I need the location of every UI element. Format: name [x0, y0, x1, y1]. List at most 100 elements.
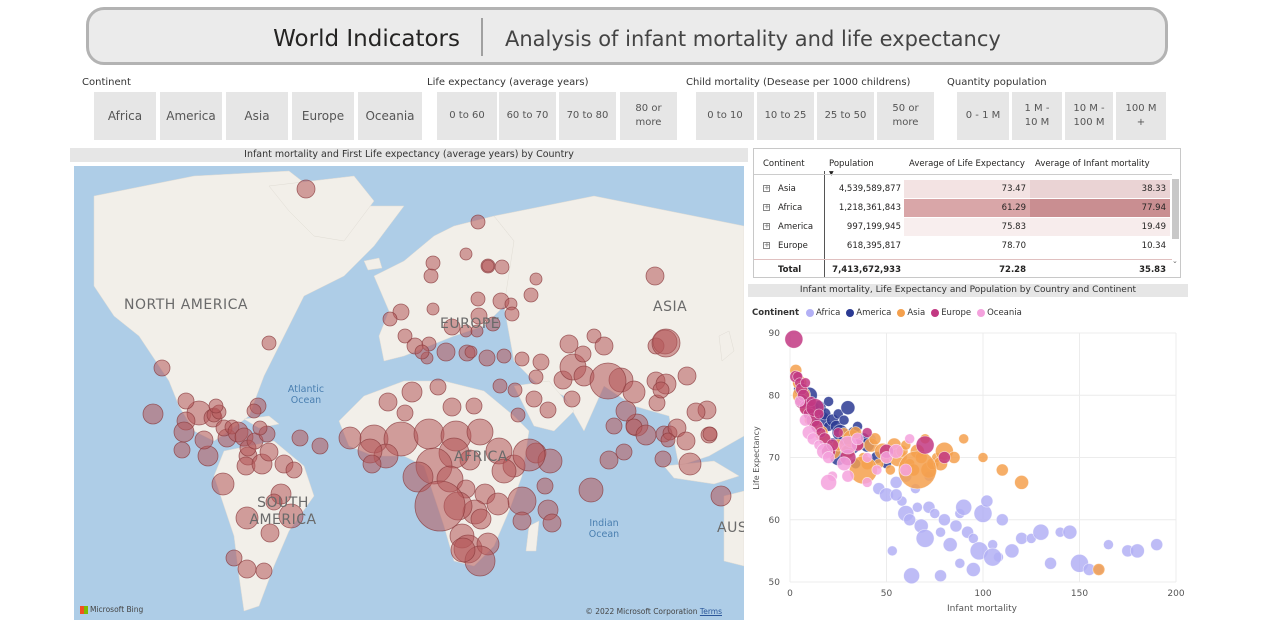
map-bubble[interactable] [423, 268, 439, 284]
scatter-point-africa[interactable] [1103, 539, 1114, 550]
map-bubble[interactable] [523, 287, 539, 303]
map-bubble[interactable] [450, 537, 476, 563]
expand-icon[interactable]: + [763, 184, 770, 192]
scatter-point-oceania[interactable] [822, 451, 835, 464]
map-bubble[interactable] [194, 430, 214, 450]
map-bubble[interactable] [392, 303, 410, 321]
scatter-point-africa[interactable] [903, 513, 917, 527]
map-bubble[interactable] [599, 450, 619, 470]
map-bubble[interactable] [485, 316, 501, 332]
map-bubble[interactable] [578, 477, 604, 503]
map-bubble[interactable] [260, 523, 280, 543]
map-bubble[interactable] [466, 418, 494, 446]
scatter-point-europe[interactable] [861, 427, 873, 438]
table-row[interactable]: + Africa 1,218,361,843 61.29 77.94 [754, 199, 1172, 217]
map-bubble[interactable] [208, 398, 224, 414]
scatter-point-asia[interactable] [977, 452, 989, 463]
map-bubble[interactable] [563, 390, 581, 408]
scatter-point-oceania[interactable] [820, 474, 837, 491]
slicer-continent-oceania[interactable]: Oceania [358, 92, 422, 140]
map-bubble[interactable] [514, 351, 530, 367]
map-bubble[interactable] [235, 506, 259, 530]
scatter-point-africa[interactable] [955, 498, 973, 516]
scatter-point-europe[interactable] [832, 427, 844, 438]
map-bubble[interactable] [478, 349, 496, 367]
map-bubble[interactable] [197, 445, 219, 467]
col-header-continent[interactable]: Continent [763, 159, 805, 169]
scatter-point-asia[interactable] [885, 464, 896, 476]
map-bubble[interactable] [677, 366, 697, 386]
map-bubble[interactable] [492, 378, 508, 394]
map-bubble[interactable] [470, 508, 492, 530]
map-bubble[interactable] [559, 334, 579, 354]
scatter-point-africa[interactable] [1004, 543, 1020, 559]
map-bubble[interactable] [443, 318, 461, 336]
map-bubble[interactable] [574, 345, 592, 363]
scatter-point-europe[interactable] [784, 329, 804, 349]
map-bubble[interactable] [615, 443, 633, 461]
map-bubble[interactable] [594, 336, 614, 356]
scatter-point-america[interactable] [840, 400, 856, 416]
map-bubble[interactable] [402, 461, 434, 493]
scatter-point-europe[interactable] [800, 377, 811, 389]
map-bubble[interactable] [401, 381, 423, 403]
map-bubble[interactable] [142, 403, 164, 425]
map-bubble[interactable] [481, 259, 495, 273]
scatter-point-oceania[interactable] [836, 456, 852, 472]
map-bubble[interactable] [470, 291, 486, 307]
terms-link[interactable]: Terms [699, 607, 722, 616]
map-bubble[interactable] [470, 214, 486, 230]
scatter-point-asia[interactable] [995, 463, 1009, 477]
map-bubble[interactable] [525, 390, 543, 408]
slicer-mortality-0-10[interactable]: 0 to 10 [696, 92, 754, 140]
slicer-continent-asia[interactable]: Asia [226, 92, 288, 140]
map-bubble[interactable] [311, 437, 329, 455]
scatter-point-oceania[interactable] [861, 477, 873, 488]
map-bubble[interactable] [291, 429, 309, 447]
legend-item-asia[interactable]: Asia [897, 308, 925, 318]
map-bubble[interactable] [676, 431, 696, 451]
scatter-point-africa[interactable] [938, 513, 951, 527]
map-bubble[interactable] [542, 513, 562, 533]
map-bubble[interactable] [225, 549, 243, 567]
scatter-point-africa[interactable] [903, 567, 920, 585]
scatter-point-africa[interactable] [954, 557, 966, 569]
map-bubble[interactable] [710, 485, 732, 507]
map-bubble[interactable] [486, 492, 510, 516]
slicer-continent-america[interactable]: America [160, 92, 222, 140]
scatter-point-africa[interactable] [968, 533, 979, 544]
table-row[interactable]: + Europe 618,395,817 78.70 10.34 [754, 237, 1172, 255]
scatter-point-africa[interactable] [980, 494, 994, 508]
scatter-point-oceania[interactable] [851, 432, 864, 446]
scatter-point-africa[interactable] [889, 476, 903, 489]
slicer-life-70-80[interactable]: 70 to 80 [559, 92, 616, 140]
expand-icon[interactable]: + [763, 203, 770, 211]
map-bubble[interactable] [702, 426, 718, 442]
map-bubble[interactable] [512, 511, 532, 531]
map-bubble[interactable] [296, 179, 316, 199]
map-bubble[interactable] [532, 353, 550, 371]
scatter-point-asia[interactable] [958, 433, 970, 445]
scatter-point-oceania[interactable] [904, 433, 916, 445]
map-bubble[interactable] [255, 562, 273, 580]
map-bubble[interactable] [338, 426, 362, 450]
scatter-point-africa[interactable] [929, 508, 941, 519]
slicer-life-0-60[interactable]: 0 to 60 [437, 92, 497, 140]
map-bubble[interactable] [512, 438, 546, 472]
scatter-point-africa[interactable] [1130, 543, 1145, 559]
map-bubble[interactable] [413, 418, 445, 450]
scatter-point-africa[interactable] [1032, 523, 1050, 541]
map-bubble[interactable] [504, 306, 520, 322]
slicer-continent-europe[interactable]: Europe [292, 92, 354, 140]
col-header-life[interactable]: Average of Life Expectancy [909, 159, 1025, 169]
map-bubble[interactable] [459, 247, 473, 261]
scatter-point-africa[interactable] [949, 519, 963, 533]
scatter-point-africa[interactable] [942, 537, 958, 552]
scatter-point-africa[interactable] [983, 547, 1002, 567]
scatter-point-africa[interactable] [995, 513, 1009, 527]
scatter-point-africa[interactable] [935, 526, 946, 538]
map-bubble[interactable] [173, 441, 191, 459]
map-bubble[interactable] [496, 348, 512, 364]
map-bubble[interactable] [615, 400, 637, 422]
legend-item-africa[interactable]: Africa [806, 308, 840, 318]
